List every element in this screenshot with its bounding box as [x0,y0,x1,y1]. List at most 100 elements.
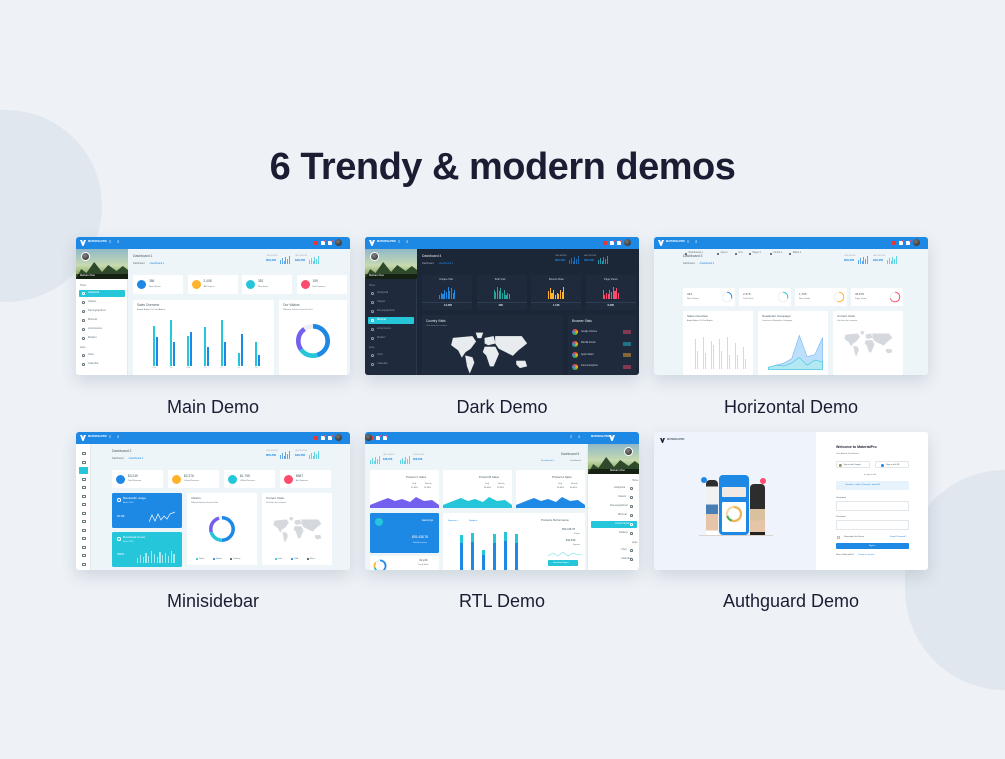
mail-icon[interactable] [617,239,622,245]
sign-in-button[interactable]: Sign In [836,543,909,549]
search-icon[interactable]: ⌕ [406,239,409,244]
avatar[interactable] [335,239,342,246]
sidebar-item-ecommerce[interactable]: eCommerce [591,521,637,528]
breadcrumb-root[interactable]: Dashboard [133,261,145,265]
profile-name[interactable]: Markarn Doe [80,274,95,277]
forgot-password-link[interactable]: Forgot Password ? [890,536,907,539]
minisidebar-demo-label[interactable]: Minisidebar [166,591,260,611]
sidebar-icon-button[interactable] [81,477,86,481]
legend-expense[interactable]: Expense ▾ [448,519,458,522]
search-icon[interactable]: ⌕ [695,239,698,244]
sidebar-icon-button[interactable] [81,503,86,506]
breadcrumb-root[interactable]: Dashboard [570,460,581,462]
sidebar-item-calendar[interactable]: Calendar [591,556,637,563]
sidebar-item-minimal[interactable]: Minimal [79,317,125,324]
username-input[interactable] [836,501,909,511]
sidebar-item-chat[interactable]: Chat [79,352,125,359]
brand-logo[interactable]: MATERIALPRO [88,435,107,439]
mail-icon[interactable] [328,239,333,245]
sidebar-icon-button[interactable] [81,511,86,515]
sidebar-icon-button[interactable] [81,520,86,523]
message-icon[interactable] [610,239,615,245]
sidebar-item-minimal[interactable]: Minimal [591,512,637,519]
menu-item-apps[interactable]: Apps ▾ [717,252,729,257]
sidebar-icon-button[interactable] [81,562,86,566]
message-icon[interactable] [321,239,326,245]
flag-icon[interactable] [892,241,896,245]
sidebar-item-modern[interactable]: Modern [591,530,637,537]
sidebar-icon-button[interactable] [79,467,88,474]
menu-item-ui[interactable]: UI ▾ [735,252,744,257]
profile-avatar[interactable] [81,252,90,261]
sidebar-item-calendar[interactable]: Calendar [368,361,414,368]
horizontal-demo-label[interactable]: Horizontal Demo [723,397,859,417]
sidebar-icon-button[interactable] [81,554,86,557]
sidebar-icon-button[interactable] [81,494,86,498]
sidebar-item-modern[interactable]: Modern [368,335,414,342]
authguard-demo-thumbnail[interactable]: MATERIALPRO Welcome to MaterialPro Your Ad… [654,432,928,570]
mail-icon[interactable] [383,434,388,440]
breadcrumb-root[interactable]: Dashboard [683,261,695,265]
breadcrumb-root[interactable]: Dashboard [112,456,124,460]
profile-avatar[interactable] [624,447,633,456]
sidebar-item-ecommerce[interactable]: eCommerce [368,326,414,333]
menu-icon[interactable]: ≡ [570,434,573,440]
sidebar-item-demographical[interactable]: Demographical [368,308,414,315]
profile-name[interactable]: Markarn Doe [369,274,384,277]
minisidebar-demo-thumbnail[interactable]: MATERIALPRO ≡ ⌕ Dashboard 2 Dashboard › Dashb… [76,432,350,570]
google-signin-button[interactable]: Sign in with Google [836,461,870,468]
message-icon[interactable] [376,434,381,440]
avatar[interactable] [624,239,631,246]
avatar[interactable] [365,434,372,441]
flag-icon[interactable] [314,241,318,245]
rtl-demo-label[interactable]: RTL Demo [458,591,546,611]
brand-logo[interactable]: MATERIALPRO [591,435,610,439]
flag-icon[interactable] [314,436,318,440]
sidebar-item-classic[interactable]: Classic [79,299,125,306]
avatar[interactable] [913,239,920,246]
download-report-button[interactable]: Download Report [548,560,578,566]
authguard-demo-label[interactable]: Authguard Demo [722,591,860,611]
sidebar-item-minimal[interactable]: Minimal [368,317,414,324]
menu-item-forms[interactable]: Forms ▾ [770,252,784,257]
main-demo-thumbnail[interactable]: MATERIALPRO ≡ ⌕ Markarn Doe Home Analytical Cl… [76,237,350,375]
dark-demo-thumbnail[interactable]: MATERIALPRO ≡ ⌕ Markarn Doe Home Analytical Cl… [365,237,639,375]
search-icon[interactable]: ⌕ [117,434,120,439]
brand-logo[interactable]: MATERIALPRO [377,240,396,244]
sidebar-item-analytical[interactable]: Analytical [79,290,125,297]
remember-checkbox[interactable] [837,536,840,539]
sidebar-item-demographical[interactable]: Demographical [79,308,125,315]
brand-logo[interactable]: MATERIALPRO [88,240,107,244]
sidebar-icon-button[interactable] [81,545,86,549]
facebook-signin-button[interactable]: Sign in with FB [875,461,909,468]
sidebar-item-analytical[interactable]: Analytical [591,485,637,492]
menu-icon[interactable]: ≡ [398,239,401,245]
sidebar-item-calendar[interactable]: Calendar [79,361,125,368]
message-icon[interactable] [321,434,326,440]
sidebar-item-chat[interactable]: Chat [368,352,414,359]
mail-icon[interactable] [906,239,911,245]
menu-icon[interactable]: ≡ [109,434,112,440]
sidebar-icon-button[interactable] [81,452,86,455]
profile-name[interactable]: Markarn Doe [610,469,625,472]
profile-avatar[interactable] [370,252,379,261]
create-account-link[interactable]: Create an account [858,554,875,556]
brand-logo[interactable]: MATERIALPRO [666,240,685,244]
sidebar-item-classic[interactable]: Classic [368,299,414,306]
breadcrumb-root[interactable]: Dashboard [422,261,434,265]
sidebar-item-chat[interactable]: Chat [591,547,637,554]
sidebar-item-modern[interactable]: Modern [79,335,125,342]
dark-demo-label[interactable]: Dark Demo [456,397,548,417]
menu-item-dashboards[interactable]: Dashboards ▾ [685,252,707,257]
main-demo-label[interactable]: Main Demo [166,397,260,417]
menu-icon[interactable]: ≡ [109,239,112,245]
password-input[interactable] [836,520,909,530]
rtl-demo-thumbnail[interactable]: MATERIALPRO ≡ ⌕ Markarn Doe Home Analytical Cl… [365,432,639,570]
sidebar-item-ecommerce[interactable]: eCommerce [79,326,125,333]
sidebar-item-demographical[interactable]: Demographical [591,503,637,510]
horizontal-demo-thumbnail[interactable]: MATERIALPRO ≡ ⌕ Dashboards ▾ Apps ▾ UI ▾ Pages… [654,237,928,375]
message-icon[interactable] [899,239,904,245]
flag-icon[interactable] [603,241,607,245]
search-icon[interactable]: ⌕ [578,434,581,439]
sidebar-icon-button[interactable] [81,528,86,532]
